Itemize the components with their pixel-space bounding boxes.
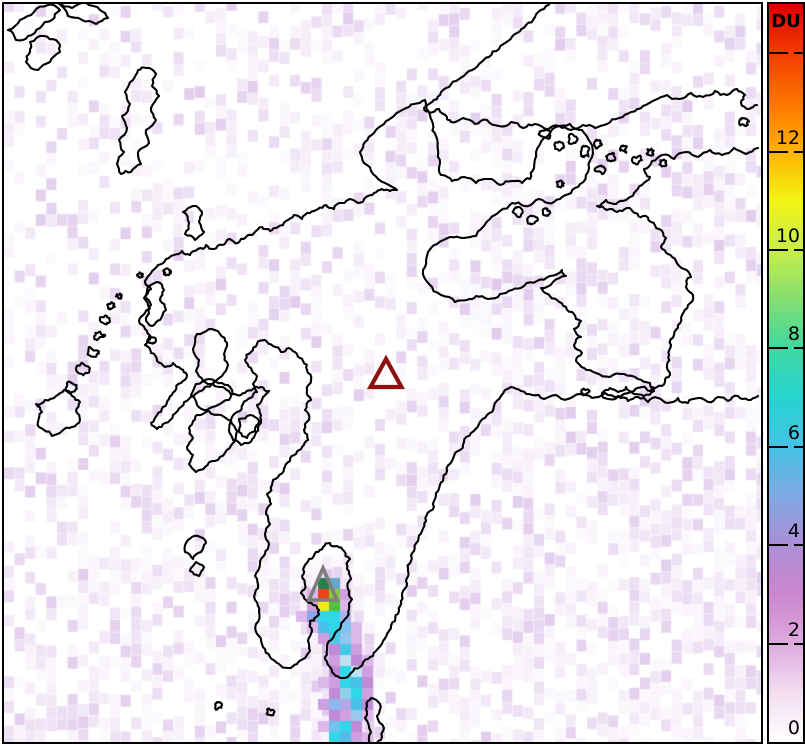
- coastline-okino-island: [181, 204, 206, 242]
- coastline-seto-islets-15: [738, 117, 751, 128]
- coastline-seto-islets-2: [567, 132, 579, 145]
- coastline-seto-islets-5: [604, 151, 617, 163]
- colorbar-tick-line: [769, 249, 788, 251]
- coastline-seto-islets-14: [555, 179, 565, 189]
- coastline-fukue: [34, 388, 82, 438]
- coastline-south-islets-1: [265, 707, 276, 717]
- colorbar-tick-line: [769, 347, 788, 350]
- colorbar: 0 2 4 6 8 10 12 DU: [767, 2, 805, 744]
- coastline-seto-islets-3: [579, 144, 591, 159]
- coastline-seto-islets-0: [537, 127, 552, 140]
- coastline-seto-islets-11: [511, 205, 524, 219]
- colorbar-tick-label: 10: [775, 225, 800, 247]
- coastline-tsushima-c: [24, 34, 62, 72]
- coastline-tsushima-a: [6, 4, 62, 42]
- coastline-seto-islets-8: [645, 147, 655, 157]
- coastline-shikoku: [595, 146, 760, 405]
- coastline-kyushu: [137, 98, 656, 680]
- coastline-west-islets-1: [74, 361, 92, 377]
- coastline-west-islets-2: [86, 345, 100, 358]
- volcano-marker-source-triangle-icon: [306, 563, 340, 602]
- coastline-west-islets-4: [98, 314, 111, 326]
- coastline-seto-islets-9: [658, 158, 668, 168]
- coastline-seto-islets-12: [526, 214, 539, 226]
- coastline-west-islets-5: [106, 301, 116, 311]
- coastline-west-islets-0: [64, 380, 78, 394]
- colorbar-gradient: [769, 4, 803, 742]
- colorbar-tick-line: [769, 544, 788, 547]
- colorbar-tick-line: [769, 150, 788, 153]
- coastline-west-islets-9: [146, 335, 158, 345]
- coastline-west-islets-6: [114, 292, 123, 300]
- colorbar-tick-label: 0: [787, 717, 800, 739]
- colorbar-tick-label: 8: [787, 323, 800, 346]
- coastline-west-islets-8: [135, 271, 144, 279]
- coastline-seto-islets-4: [593, 138, 603, 150]
- coastline-koshiki-1: [183, 534, 208, 561]
- coastline-layer: [6, 4, 760, 742]
- coastline-tsushima-b: [57, 4, 110, 26]
- colorbar-tick-line: [769, 642, 788, 645]
- coastline-south-islets-0: [214, 700, 223, 711]
- colorbar-unit-label: DU: [771, 11, 801, 32]
- coastline-south-islets-2: [580, 387, 591, 397]
- coastline-koshiki-2: [188, 560, 206, 578]
- coastline-hirado: [142, 280, 168, 328]
- coastline-honshu: [422, 4, 759, 132]
- coastline-amakusa-3: [237, 413, 261, 440]
- coastline-west-islets-7: [162, 267, 173, 277]
- coastline-amakusa-2: [185, 409, 239, 474]
- colorbar-tick-label: 6: [787, 421, 800, 444]
- coastline-tanegashima: [363, 696, 386, 742]
- colorbar-tick-line: [794, 249, 803, 251]
- map-area: [2, 2, 763, 744]
- colorbar-tick-line: [794, 445, 803, 448]
- colorbar-tick-label: 2: [787, 618, 800, 641]
- coastline-seto-islets-13: [541, 207, 552, 217]
- coastline-iki: [115, 66, 161, 176]
- coastline-west-islets-3: [92, 330, 107, 342]
- colorbar-tick-line: [794, 642, 803, 645]
- colorbar-tick-line: [794, 347, 803, 350]
- colorbar-tick-line: [794, 544, 803, 547]
- coastline-seto-islets-1: [553, 140, 566, 152]
- so2-raster-layer: [4, 4, 761, 742]
- colorbar-tick-label: 4: [787, 520, 800, 543]
- colorbar-tick-line: [769, 445, 788, 448]
- colorbar-tick-line: [769, 52, 788, 55]
- coastline-seto-islets-7: [630, 154, 644, 166]
- coastline-seto-islets-6: [619, 144, 628, 154]
- colorbar-tick-line: [794, 150, 803, 153]
- coastline-amakusa-1: [189, 377, 234, 412]
- colorbar-tick-line: [794, 52, 803, 55]
- volcano-marker-main-triangle-icon: [366, 354, 406, 390]
- coastline-seto-islets-10: [593, 164, 607, 176]
- coastline-omura-bay: [191, 327, 230, 386]
- colorbar-tick-label: 12: [775, 126, 800, 149]
